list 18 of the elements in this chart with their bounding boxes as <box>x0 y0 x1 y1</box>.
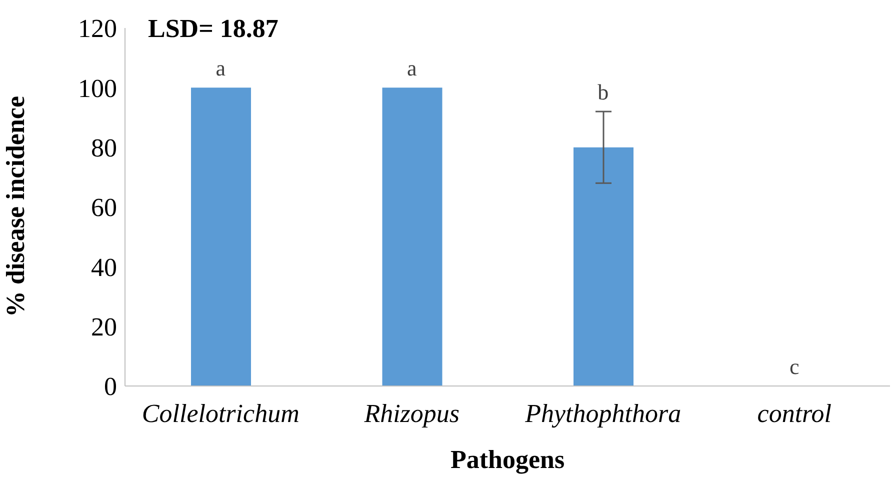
annotation: LSD= 18.87 <box>148 14 278 44</box>
y-tick-label: 0 <box>104 372 117 402</box>
x-tick-label: Collelotrichum <box>142 399 300 428</box>
annotation: a <box>216 56 226 81</box>
y-tick-label: 120 <box>78 14 117 44</box>
y-tick-label: 100 <box>78 74 117 103</box>
annotation: a <box>406 56 417 81</box>
x-tick-label: Phythophthora <box>524 399 682 428</box>
x-axis-title: Pathogens <box>450 445 565 474</box>
annotation: c <box>789 354 800 379</box>
x-tick-label: Rhizopus <box>363 399 460 428</box>
y-tick-label: 60 <box>91 193 117 222</box>
y-tick-label: 20 <box>91 312 117 342</box>
annotation: b <box>598 80 609 105</box>
y-tick-label: 80 <box>91 134 117 163</box>
x-tick-label: control <box>757 399 832 428</box>
y-axis-title: % disease incidence <box>1 96 30 317</box>
y-tick-label: 40 <box>91 252 117 282</box>
